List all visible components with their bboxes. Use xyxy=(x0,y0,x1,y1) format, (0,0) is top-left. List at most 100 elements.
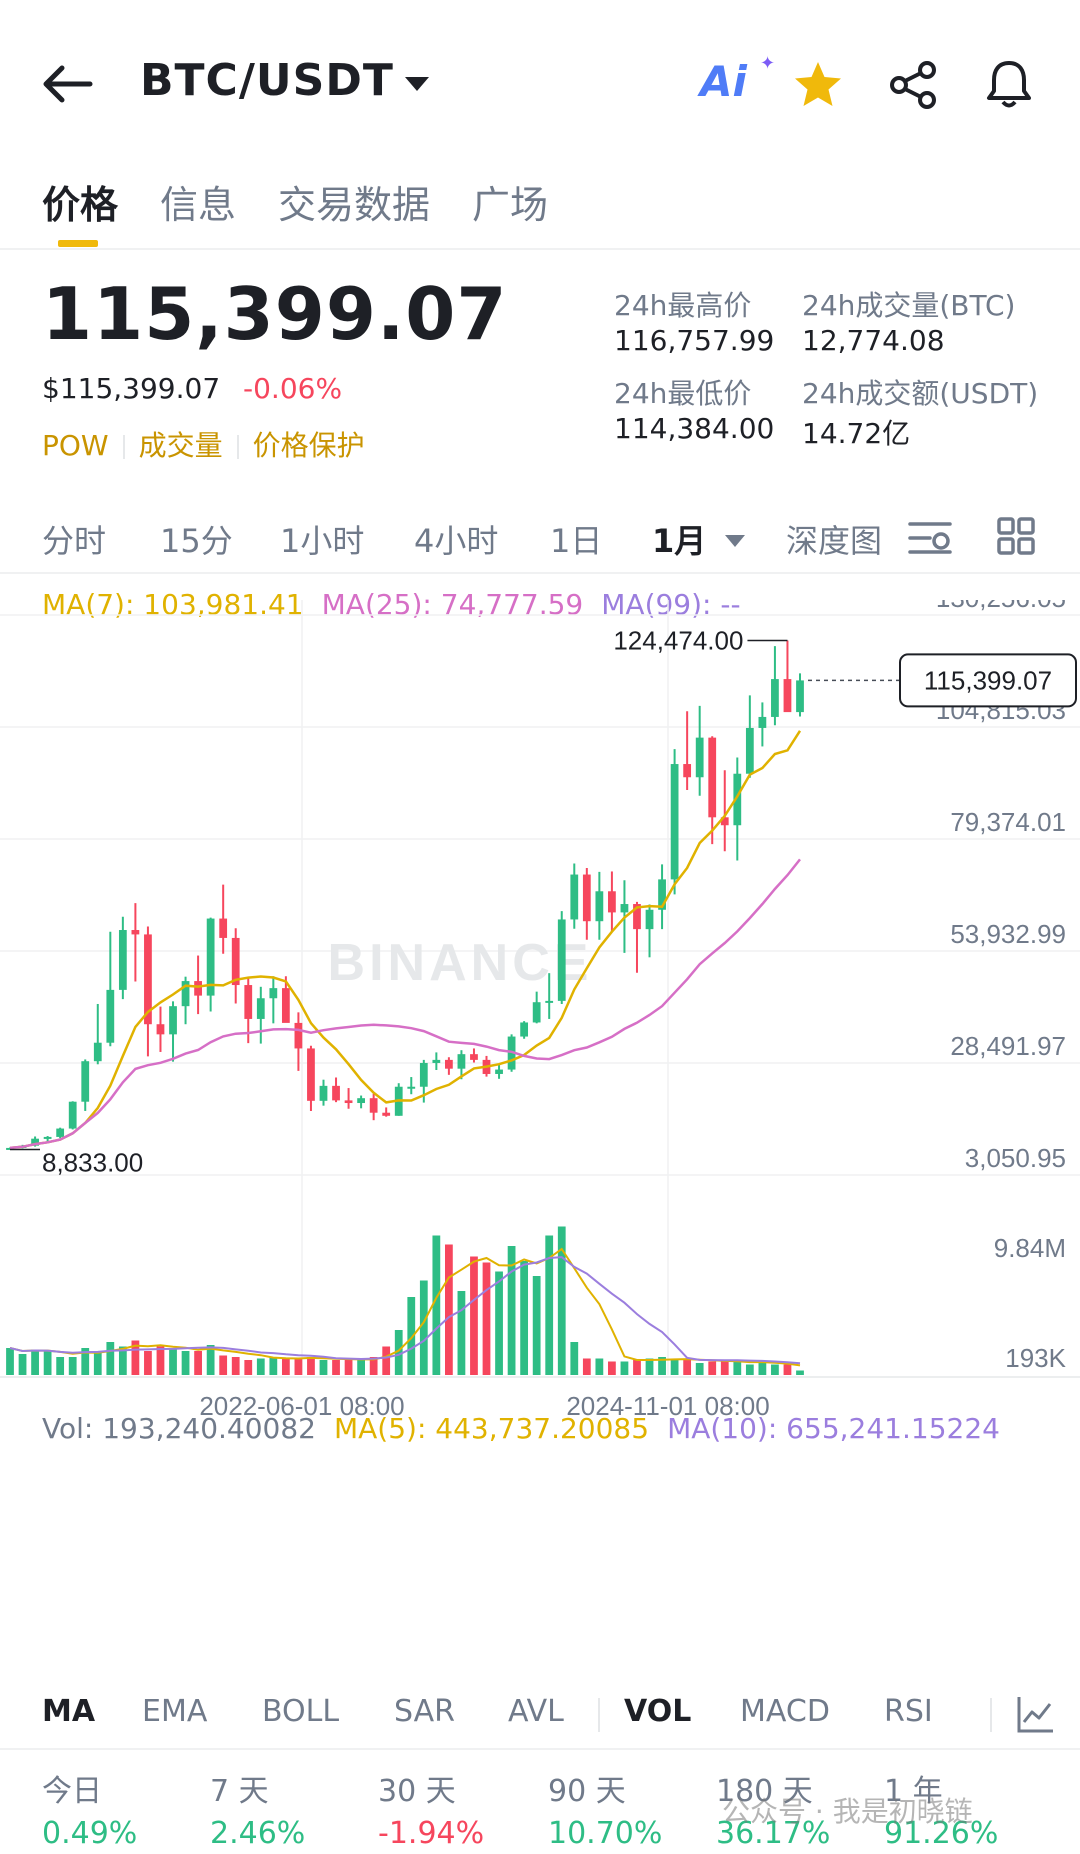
price-change: -0.06% xyxy=(243,372,343,405)
indicator-vol[interactable]: VOL xyxy=(624,1694,692,1729)
chart-annotations: 124,474.00 8,833.00 115,399.07 xyxy=(10,625,1077,1178)
candle-body xyxy=(758,716,767,728)
volume-bar xyxy=(319,1360,328,1375)
tag-volume[interactable]: 成交量 xyxy=(138,429,223,462)
volume-tick-label: 193K xyxy=(1005,1343,1066,1373)
volume-bar xyxy=(520,1261,529,1375)
volume-bar xyxy=(269,1357,278,1375)
tab-price[interactable]: 价格 xyxy=(42,183,119,227)
tab-trade-data[interactable]: 交易数据 xyxy=(278,183,431,227)
interval-1h[interactable]: 1小时 xyxy=(280,522,365,560)
volume-bar xyxy=(557,1226,566,1375)
tab-square[interactable]: 广场 xyxy=(472,183,549,227)
volume-bar xyxy=(683,1360,692,1375)
volume-bar xyxy=(595,1358,604,1375)
interval-depth[interactable]: 深度图 xyxy=(786,522,883,560)
indicator-ma[interactable]: MA xyxy=(42,1694,96,1729)
volume-bar xyxy=(582,1358,591,1375)
stat-24h-high-value: 116,757.99 xyxy=(614,324,775,357)
interval-4h[interactable]: 4小时 xyxy=(414,522,499,560)
current-price-box xyxy=(899,653,1077,708)
volume-bar xyxy=(43,1351,52,1375)
volume-bar xyxy=(281,1358,290,1375)
active-tab-indicator xyxy=(58,240,98,247)
ai-icon[interactable]: Ai xyxy=(700,57,747,106)
interval-15m[interactable]: 15分 xyxy=(160,522,233,560)
indicator-boll[interactable]: BOLL xyxy=(262,1694,340,1729)
volume-bar xyxy=(620,1361,629,1375)
volume-bar xyxy=(332,1360,340,1375)
tab-info[interactable]: 信息 xyxy=(160,183,237,227)
price-chart[interactable]: BINANCE 130,256.05104,815.0379,374.0153,… xyxy=(0,600,1080,1640)
indicator-divider xyxy=(598,1698,600,1732)
volume-bar xyxy=(231,1357,240,1375)
stat-24h-vol-btc-value: 12,774.08 xyxy=(802,324,945,357)
volume-bar xyxy=(169,1349,177,1375)
volume-bar xyxy=(156,1346,165,1375)
top-bar: BTC/USDT Ai ✦ xyxy=(0,0,1080,170)
pair-title[interactable]: BTC/USDT xyxy=(140,55,394,106)
candle-body xyxy=(244,985,253,1019)
volume-bar xyxy=(56,1357,65,1375)
bell-icon[interactable] xyxy=(985,58,1033,110)
volume-bar xyxy=(118,1346,127,1375)
candle-body xyxy=(31,1138,39,1146)
interval-timeline[interactable]: 分时 xyxy=(42,522,107,560)
candle-body xyxy=(708,737,717,818)
volume-bar xyxy=(419,1280,428,1375)
candle-body xyxy=(683,764,692,778)
indicator-settings-icon[interactable] xyxy=(908,518,952,558)
star-icon[interactable] xyxy=(792,60,844,108)
binance-watermark: BINANCE xyxy=(328,934,593,992)
time-axis: 2022-06-01 08:00 2024-11-01 08:00 xyxy=(199,1391,769,1421)
dropdown-caret-icon[interactable] xyxy=(403,74,431,94)
candle-body xyxy=(68,1101,77,1129)
candle-body xyxy=(144,934,152,1025)
wechat-watermark: 公众号 · 我是初晓链 xyxy=(722,1795,973,1828)
main-tabs: 价格 信息 交易数据 广场 xyxy=(0,170,1080,250)
volume-bar xyxy=(507,1246,516,1375)
candle-body xyxy=(608,891,616,913)
stat-24h-vol-btc-label: 24h成交量(BTC) xyxy=(802,289,1016,322)
volume-bar xyxy=(532,1276,541,1375)
volume-bar xyxy=(733,1361,742,1375)
tag-price-protection[interactable]: 价格保护 xyxy=(252,429,365,462)
grid-layout-icon[interactable] xyxy=(996,516,1036,556)
candle-body xyxy=(796,680,804,713)
indicator-divider xyxy=(990,1698,992,1732)
candle-body xyxy=(357,1098,365,1104)
indicator-avl[interactable]: AVL xyxy=(508,1694,564,1729)
chart-grid xyxy=(0,600,1080,1378)
volume-series xyxy=(6,1226,804,1375)
volume-bar xyxy=(633,1360,641,1375)
candle-body xyxy=(670,764,679,880)
indicator-rsi[interactable]: RSI xyxy=(884,1694,933,1729)
interval-more-caret-icon[interactable] xyxy=(724,534,746,548)
candle-body xyxy=(495,1069,503,1074)
indicator-sar[interactable]: SAR xyxy=(394,1694,455,1729)
volume-bar xyxy=(457,1291,466,1375)
candle-body xyxy=(369,1098,378,1113)
tag-pow[interactable]: POW xyxy=(42,429,109,462)
chart-settings-icon[interactable] xyxy=(1016,1694,1056,1734)
candle-body xyxy=(419,1062,428,1087)
volume-legend: Vol: 193,240.40082 MA(5): 443,737.20085 MA… xyxy=(42,1412,1000,1445)
back-arrow-icon[interactable] xyxy=(40,62,94,106)
volume-bar xyxy=(495,1271,503,1375)
indicator-ema[interactable]: EMA xyxy=(142,1694,208,1729)
indicator-macd[interactable]: MACD xyxy=(740,1694,830,1729)
candle-body xyxy=(231,937,240,986)
interval-1d[interactable]: 1日 xyxy=(550,522,603,560)
perf-label: 7 天 xyxy=(210,1774,269,1809)
volume-bar xyxy=(6,1348,14,1375)
perf-value: -1.94% xyxy=(378,1816,485,1851)
price-tick-label: 28,491.97 xyxy=(950,1031,1066,1061)
candle-body xyxy=(745,727,754,774)
candle-body xyxy=(658,879,666,910)
interval-1M[interactable]: 1月 xyxy=(652,522,707,560)
volume-bar xyxy=(219,1355,228,1375)
volume-bar xyxy=(31,1349,39,1375)
share-icon[interactable] xyxy=(888,60,938,110)
candle-body xyxy=(432,1059,441,1063)
candle-body xyxy=(382,1112,391,1116)
